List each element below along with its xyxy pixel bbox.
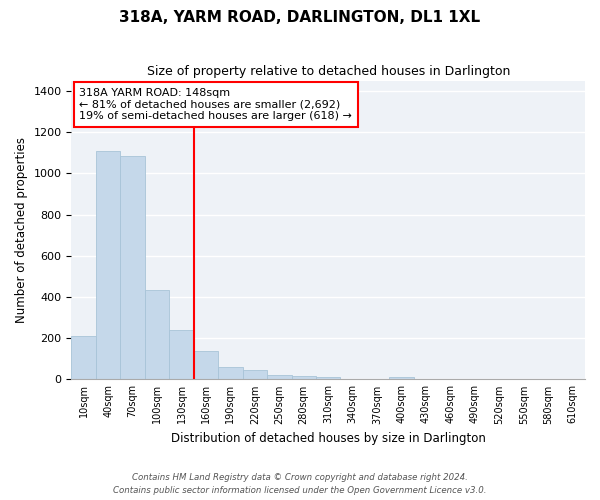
X-axis label: Distribution of detached houses by size in Darlington: Distribution of detached houses by size … <box>171 432 485 445</box>
Bar <box>169 330 194 380</box>
Text: 318A, YARM ROAD, DARLINGTON, DL1 1XL: 318A, YARM ROAD, DARLINGTON, DL1 1XL <box>119 10 481 25</box>
Y-axis label: Number of detached properties: Number of detached properties <box>15 137 28 323</box>
Bar <box>194 350 218 380</box>
Bar <box>96 150 121 380</box>
Bar <box>71 336 96 380</box>
Text: Contains HM Land Registry data © Crown copyright and database right 2024.
Contai: Contains HM Land Registry data © Crown c… <box>113 474 487 495</box>
Bar <box>292 376 316 380</box>
Bar <box>316 378 340 380</box>
Title: Size of property relative to detached houses in Darlington: Size of property relative to detached ho… <box>146 65 510 78</box>
Bar <box>267 376 292 380</box>
Bar <box>121 156 145 380</box>
Bar <box>389 378 414 380</box>
Bar <box>218 367 242 380</box>
Bar <box>145 290 169 380</box>
Text: 318A YARM ROAD: 148sqm
← 81% of detached houses are smaller (2,692)
19% of semi-: 318A YARM ROAD: 148sqm ← 81% of detached… <box>79 88 352 121</box>
Bar <box>242 370 267 380</box>
